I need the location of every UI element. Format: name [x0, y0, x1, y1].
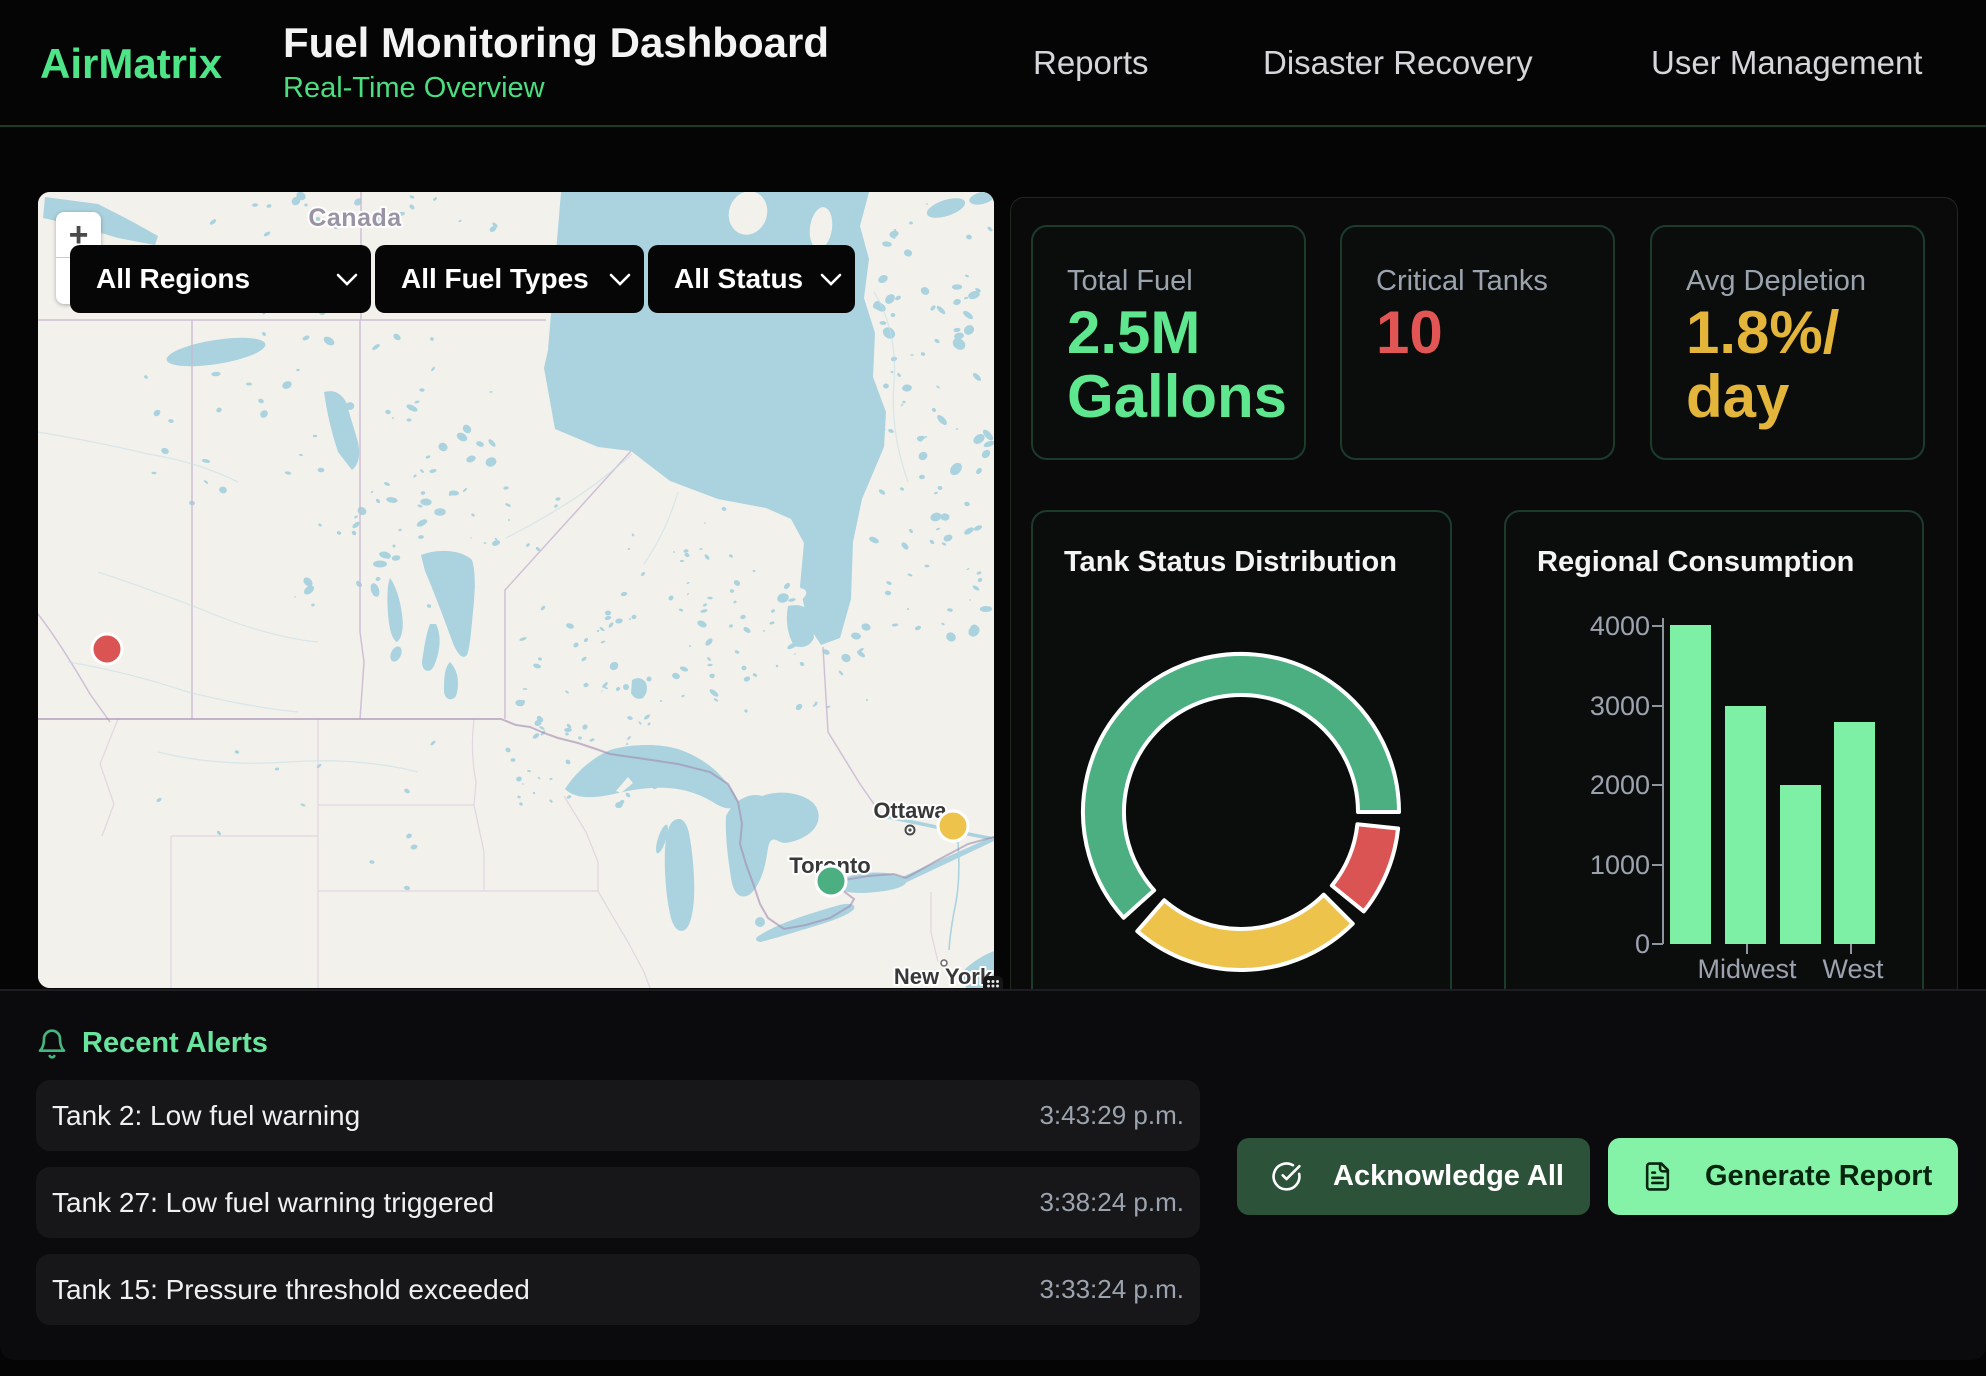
svg-text:0: 0: [1635, 929, 1650, 959]
svg-text:West: West: [1822, 954, 1884, 984]
svg-text:3000: 3000: [1590, 691, 1650, 721]
svg-text:New York: New York: [894, 964, 993, 988]
svg-text:1000: 1000: [1590, 850, 1650, 880]
svg-text:Ottawa: Ottawa: [873, 798, 947, 823]
svg-text:2000: 2000: [1590, 770, 1650, 800]
svg-text:Midwest: Midwest: [1697, 954, 1797, 984]
svg-text:4000: 4000: [1590, 611, 1650, 641]
svg-text:Canada: Canada: [308, 204, 402, 232]
